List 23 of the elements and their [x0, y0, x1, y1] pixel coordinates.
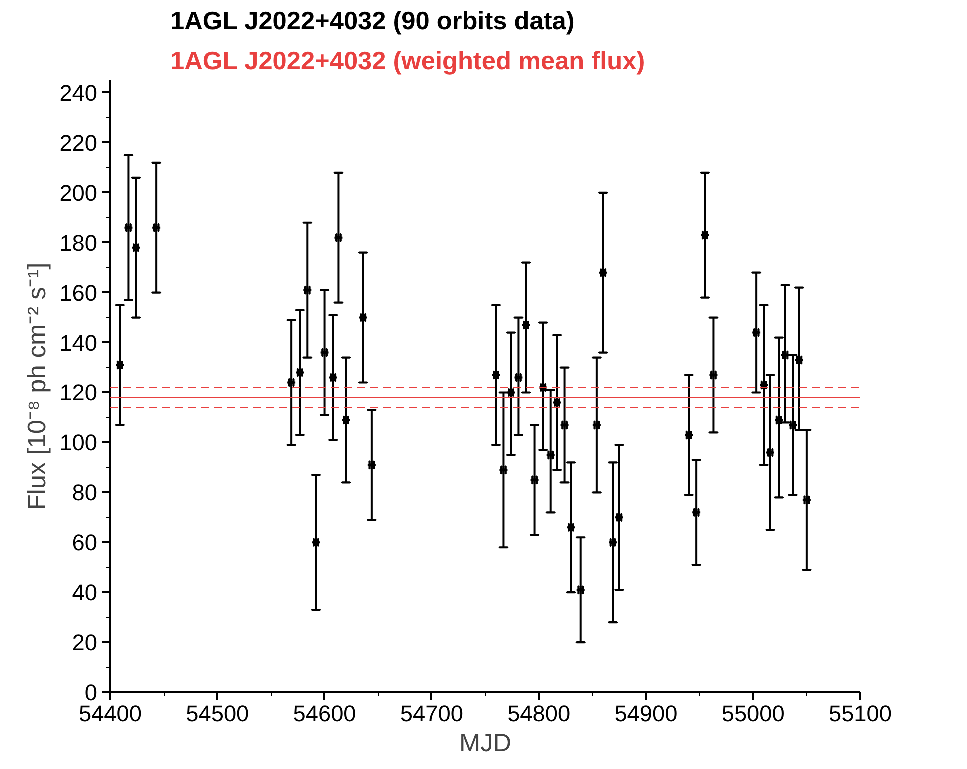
x-tick-label: 54700 — [400, 700, 464, 726]
y-tick-label: 40 — [72, 580, 98, 606]
y-tick-label: 80 — [72, 480, 98, 506]
y-tick-label: 140 — [60, 330, 98, 356]
x-tick-label: 55100 — [829, 700, 892, 726]
x-tick-label: 54500 — [186, 700, 250, 726]
y-tick-label: 100 — [60, 430, 98, 456]
y-tick-label: 180 — [60, 230, 98, 256]
x-tick-label: 55000 — [722, 700, 785, 726]
x-tick-label: 54900 — [614, 700, 678, 726]
y-tick-label: 200 — [60, 180, 98, 206]
y-tick-label: 160 — [60, 280, 98, 306]
chart-title: 1AGL J2022+4032 (90 orbits data) — [170, 8, 575, 36]
y-tick-label: 240 — [60, 80, 98, 106]
x-tick-label: 54800 — [508, 700, 571, 726]
y-tick-label: 220 — [60, 130, 98, 156]
y-tick-label: 120 — [60, 380, 98, 406]
x-axis-title: MJD — [459, 730, 512, 758]
y-tick-label: 60 — [72, 530, 98, 556]
x-tick-label: 54600 — [293, 700, 356, 726]
ref-line-label: 1AGL J2022+4032 (weighted mean flux) — [170, 48, 646, 76]
y-axis-title: Flux [10⁻⁸ ph cm⁻² s⁻¹] — [24, 262, 52, 510]
y-tick-label: 20 — [72, 630, 98, 656]
